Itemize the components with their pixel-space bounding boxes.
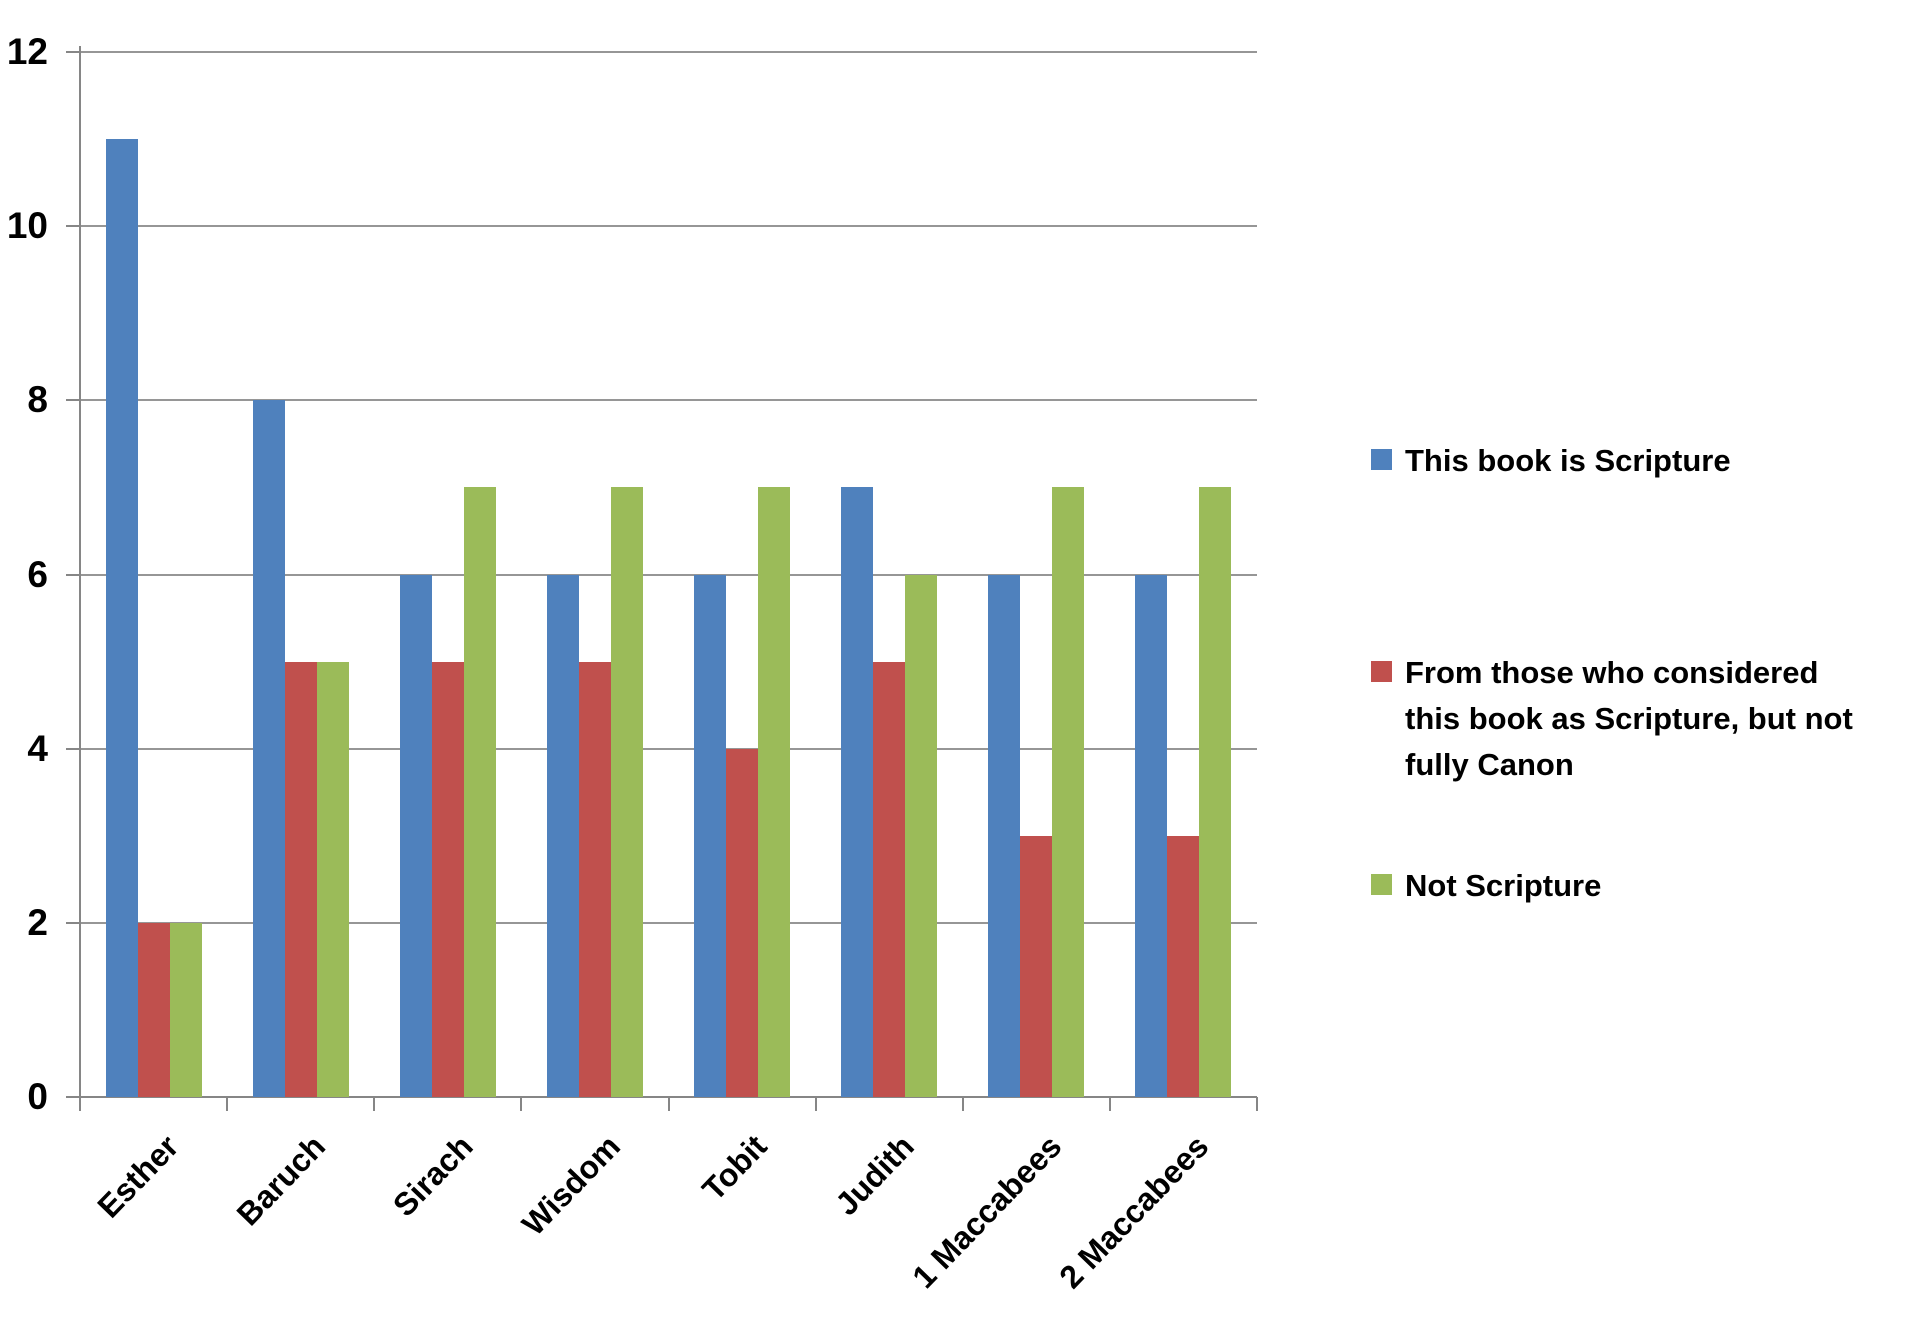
bar-tobit-from-those-who-considered-this-book-as-scripture-but-not-fully-canon (726, 748, 759, 1097)
bar-esther-from-those-who-considered-this-book-as-scripture-but-not-fully-canon (137, 922, 170, 1097)
y-axis-label-4: 4 (27, 727, 48, 769)
y-axis-label-10: 10 (6, 205, 48, 247)
bar-esther-not-scripture (169, 922, 202, 1097)
y-axis-tick-4 (66, 747, 80, 750)
x-axis-label-text: 2 Maccabees (1052, 1128, 1216, 1296)
gridline-y-8 (80, 399, 1257, 402)
bar-esther-this-book-is-scripture (105, 139, 138, 1097)
bar-sirach-not-scripture (463, 487, 496, 1097)
bar-1-maccabees-not-scripture (1052, 487, 1085, 1097)
bar-tobit-this-book-is-scripture (694, 574, 727, 1097)
x-axis-tick-4 (667, 1097, 670, 1111)
gridline-y-2 (80, 921, 1257, 924)
x-axis-tick-1 (226, 1097, 229, 1111)
legend-label: From those who considered this book as S… (1405, 655, 1853, 782)
x-axis-tick-7 (1108, 1097, 1111, 1111)
y-axis-tick-12 (66, 51, 80, 53)
legend-label: Not Scripture (1405, 868, 1602, 903)
bar-baruch-from-those-who-considered-this-book-as-scripture-but-not-fully-canon (284, 661, 317, 1097)
x-axis-tick-6 (961, 1097, 964, 1111)
gridline-y-12 (80, 51, 1257, 53)
gridline-y-6 (80, 573, 1257, 576)
x-axis-line (66, 1096, 1257, 1098)
bar-2-maccabees-from-those-who-considered-this-book-as-scripture-but-not-fully-canon (1167, 835, 1200, 1097)
y-axis-label-0: 0 (27, 1076, 48, 1117)
legend-label: This book is Scripture (1405, 443, 1731, 478)
y-axis-label-8: 8 (27, 379, 48, 421)
gridline-y-4 (80, 747, 1257, 750)
x-axis-tick-3 (520, 1097, 523, 1111)
bar-sirach-from-those-who-considered-this-book-as-scripture-but-not-fully-canon (431, 661, 464, 1097)
legend-swatch-from-those-who-considered-this-book-as-scripture-but-not-fully-canon (1371, 661, 1392, 682)
y-axis-label-12: 12 (6, 31, 48, 72)
bar-tobit-not-scripture (758, 487, 791, 1097)
y-axis-label-2: 2 (27, 901, 48, 943)
y-axis-label-6: 6 (27, 553, 48, 595)
bar-sirach-this-book-is-scripture (399, 574, 432, 1097)
legend-item-from-those-who-considered-this-book-as-scripture-but-not-fully-canon: From those who considered this book as S… (1371, 650, 1853, 788)
bar-judith-not-scripture (905, 574, 938, 1097)
bar-1-maccabees-from-those-who-considered-this-book-as-scripture-but-not-fully-canon (1020, 835, 1053, 1097)
bar-wisdom-from-those-who-considered-this-book-as-scripture-but-not-fully-canon (578, 661, 611, 1097)
gridline-y-10 (80, 225, 1257, 228)
y-axis-tick-6 (66, 573, 80, 576)
legend-swatch-this-book-is-scripture (1371, 449, 1392, 470)
x-axis-tick-2 (373, 1097, 376, 1111)
y-axis-tick-10 (66, 225, 80, 228)
legend-item-not-scripture: Not Scripture (1371, 863, 1601, 909)
bar-1-maccabees-this-book-is-scripture (988, 574, 1021, 1097)
bar-wisdom-this-book-is-scripture (546, 574, 579, 1097)
bar-judith-this-book-is-scripture (841, 487, 874, 1097)
y-axis-line (79, 46, 81, 1097)
x-axis-tick-8 (1256, 1097, 1258, 1111)
bar-2-maccabees-this-book-is-scripture (1135, 574, 1168, 1097)
bar-judith-from-those-who-considered-this-book-as-scripture-but-not-fully-canon (873, 661, 906, 1097)
x-axis-label-2-maccabees: 2 Maccabees (849, 1128, 1215, 1295)
bar-2-maccabees-not-scripture (1199, 487, 1232, 1097)
legend-item-this-book-is-scripture: This book is Scripture (1371, 438, 1731, 484)
y-axis-tick-2 (66, 921, 80, 924)
y-axis-tick-8 (66, 399, 80, 402)
bar-baruch-not-scripture (316, 661, 349, 1097)
bar-baruch-this-book-is-scripture (252, 400, 285, 1097)
x-axis-tick-5 (814, 1097, 817, 1111)
x-axis-tick-0 (79, 1097, 81, 1111)
bar-wisdom-not-scripture (610, 487, 643, 1097)
legend-swatch-not-scripture (1371, 874, 1392, 895)
